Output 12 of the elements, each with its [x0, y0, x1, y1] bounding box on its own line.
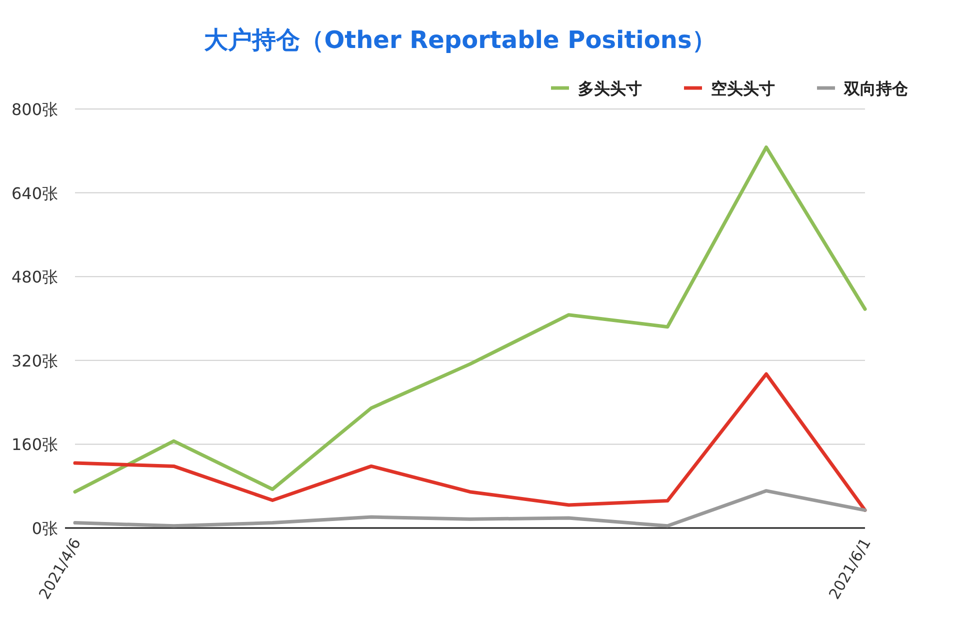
legend-label: 多头头寸: [578, 79, 642, 98]
y-tick-label: 640张: [11, 184, 58, 203]
line-series: [73, 489, 867, 528]
legend-label: 双向持仓: [843, 79, 909, 98]
y-tick-label: 320张: [11, 351, 58, 370]
y-tick-label: 800张: [11, 100, 58, 119]
legend-label: 空头头寸: [711, 79, 775, 98]
y-tick-label: 480张: [11, 268, 58, 287]
line-series: [73, 145, 867, 494]
y-tick-label: 0张: [32, 519, 58, 538]
chart-title: 大户持仓（Other Reportable Positions）: [204, 26, 716, 54]
y-tick-label: 160张: [11, 435, 58, 454]
